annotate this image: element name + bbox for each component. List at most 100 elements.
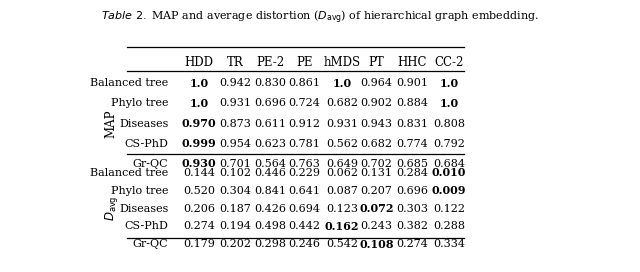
Text: 0.696: 0.696 <box>396 186 428 196</box>
Text: 0.831: 0.831 <box>396 119 428 129</box>
Text: $\it{Table\ 2.}$ MAP and average distortion ($D_{\mathrm{avg}}$) of hierarchical: $\it{Table\ 2.}$ MAP and average distort… <box>101 8 539 26</box>
Text: PE-2: PE-2 <box>256 56 284 69</box>
Text: 0.931: 0.931 <box>326 119 358 129</box>
Text: 1.0: 1.0 <box>440 98 459 109</box>
Text: PE: PE <box>296 56 312 69</box>
Text: 0.446: 0.446 <box>254 168 286 178</box>
Text: 0.274: 0.274 <box>183 221 215 231</box>
Text: 0.243: 0.243 <box>360 221 392 231</box>
Text: 0.206: 0.206 <box>183 203 215 214</box>
Text: Diseases: Diseases <box>119 203 168 214</box>
Text: 0.694: 0.694 <box>288 203 320 214</box>
Text: 0.382: 0.382 <box>396 221 428 231</box>
Text: 0.564: 0.564 <box>254 159 286 169</box>
Text: 0.102: 0.102 <box>220 168 252 178</box>
Text: 0.520: 0.520 <box>183 186 215 196</box>
Text: 0.623: 0.623 <box>254 139 286 149</box>
Text: 0.682: 0.682 <box>326 98 358 109</box>
Text: HHC: HHC <box>397 56 427 69</box>
Text: PT: PT <box>369 56 385 69</box>
Text: 0.792: 0.792 <box>433 139 465 149</box>
Text: 0.830: 0.830 <box>254 78 286 88</box>
Text: Balanced tree: Balanced tree <box>90 78 168 88</box>
Text: 0.702: 0.702 <box>361 159 392 169</box>
Text: 0.781: 0.781 <box>288 139 320 149</box>
Text: 0.062: 0.062 <box>326 168 358 178</box>
Text: 0.649: 0.649 <box>326 159 358 169</box>
Text: 0.162: 0.162 <box>324 221 359 232</box>
Text: 0.954: 0.954 <box>220 139 252 149</box>
Text: 0.304: 0.304 <box>220 186 252 196</box>
Text: CC-2: CC-2 <box>435 56 464 69</box>
Text: 0.841: 0.841 <box>254 186 286 196</box>
Text: 0.207: 0.207 <box>361 186 392 196</box>
Text: 0.902: 0.902 <box>360 98 392 109</box>
Text: 0.229: 0.229 <box>288 168 320 178</box>
Text: 0.999: 0.999 <box>182 138 216 149</box>
Text: 1.0: 1.0 <box>440 78 459 89</box>
Text: 0.931: 0.931 <box>220 98 252 109</box>
Text: 0.131: 0.131 <box>360 168 392 178</box>
Text: 0.611: 0.611 <box>254 119 286 129</box>
Text: 0.873: 0.873 <box>220 119 251 129</box>
Text: 0.542: 0.542 <box>326 239 358 249</box>
Text: 0.194: 0.194 <box>220 221 252 231</box>
Text: TR: TR <box>227 56 244 69</box>
Text: 0.426: 0.426 <box>254 203 286 214</box>
Text: CS-PhD: CS-PhD <box>124 139 168 149</box>
Text: Balanced tree: Balanced tree <box>90 168 168 178</box>
Text: HDD: HDD <box>184 56 214 69</box>
Text: 0.122: 0.122 <box>433 203 465 214</box>
Text: 0.808: 0.808 <box>433 119 465 129</box>
Text: 0.861: 0.861 <box>288 78 320 88</box>
Text: hMDS: hMDS <box>323 56 360 69</box>
Text: 0.964: 0.964 <box>360 78 392 88</box>
Text: 0.108: 0.108 <box>359 239 394 250</box>
Text: 0.682: 0.682 <box>360 139 392 149</box>
Text: Diseases: Diseases <box>119 119 168 129</box>
Text: 0.010: 0.010 <box>432 168 466 178</box>
Text: 1.0: 1.0 <box>189 98 209 109</box>
Text: 0.303: 0.303 <box>396 203 428 214</box>
Text: 0.562: 0.562 <box>326 139 358 149</box>
Text: 0.442: 0.442 <box>288 221 320 231</box>
Text: 0.724: 0.724 <box>288 98 320 109</box>
Text: 0.179: 0.179 <box>183 239 215 249</box>
Text: Gr-QC: Gr-QC <box>132 239 168 249</box>
Text: 0.912: 0.912 <box>288 119 320 129</box>
Text: 0.942: 0.942 <box>220 78 252 88</box>
Text: 0.087: 0.087 <box>326 186 358 196</box>
Text: $D_{\mathrm{avg}}$: $D_{\mathrm{avg}}$ <box>103 196 120 221</box>
Text: 0.641: 0.641 <box>288 186 320 196</box>
Text: 0.498: 0.498 <box>254 221 286 231</box>
Text: 1.0: 1.0 <box>332 78 351 89</box>
Text: 0.774: 0.774 <box>396 139 428 149</box>
Text: Phylo tree: Phylo tree <box>111 98 168 109</box>
Text: 0.288: 0.288 <box>433 221 465 231</box>
Text: 0.202: 0.202 <box>220 239 252 249</box>
Text: CS-PhD: CS-PhD <box>124 221 168 231</box>
Text: 0.884: 0.884 <box>396 98 428 109</box>
Text: MAP: MAP <box>105 109 118 138</box>
Text: 0.123: 0.123 <box>326 203 358 214</box>
Text: 0.274: 0.274 <box>396 239 428 249</box>
Text: 0.901: 0.901 <box>396 78 428 88</box>
Text: 0.009: 0.009 <box>432 185 467 196</box>
Text: 0.334: 0.334 <box>433 239 465 249</box>
Text: 0.685: 0.685 <box>396 159 428 169</box>
Text: 0.298: 0.298 <box>254 239 286 249</box>
Text: 0.943: 0.943 <box>360 119 392 129</box>
Text: 0.684: 0.684 <box>433 159 465 169</box>
Text: 0.187: 0.187 <box>220 203 251 214</box>
Text: 0.246: 0.246 <box>288 239 320 249</box>
Text: 0.072: 0.072 <box>359 203 394 214</box>
Text: 1.0: 1.0 <box>189 78 209 89</box>
Text: Gr-QC: Gr-QC <box>132 159 168 169</box>
Text: 0.284: 0.284 <box>396 168 428 178</box>
Text: 0.696: 0.696 <box>254 98 286 109</box>
Text: 0.930: 0.930 <box>182 158 216 169</box>
Text: 0.763: 0.763 <box>288 159 320 169</box>
Text: 0.144: 0.144 <box>183 168 215 178</box>
Text: Phylo tree: Phylo tree <box>111 186 168 196</box>
Text: 0.970: 0.970 <box>182 118 216 129</box>
